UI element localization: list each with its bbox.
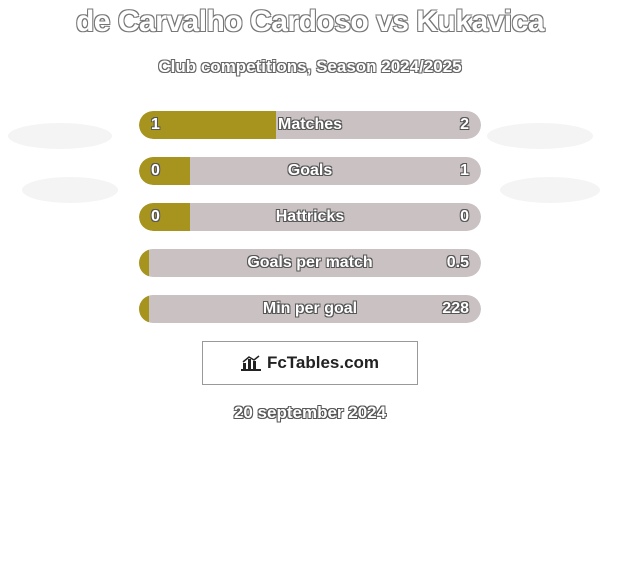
footer-logo-text: FcTables.com — [267, 353, 379, 373]
stat-value-right: 0.5 — [447, 249, 469, 277]
stat-row: Hattricks0 0 — [139, 203, 481, 231]
player-silhouette — [8, 123, 112, 149]
stat-value-right: 228 — [442, 295, 469, 323]
stat-row: Matches1 2 — [139, 111, 481, 139]
page-subtitle: Club competitions, Season 2024/2025 — [0, 57, 620, 77]
stat-label: Matches — [139, 111, 481, 139]
stat-value-left: 1 — [151, 111, 160, 139]
stat-label: Goals — [139, 157, 481, 185]
stat-row: Goals per match0.5 — [139, 249, 481, 277]
page-title: de Carvalho Cardoso vs Kukavica — [0, 0, 620, 39]
stat-label: Goals per match — [139, 249, 481, 277]
stat-value-right: 2 — [460, 111, 469, 139]
stat-row: Min per goal228 — [139, 295, 481, 323]
stat-value-right: 1 — [460, 157, 469, 185]
chart-icon — [241, 355, 261, 371]
player-silhouette — [22, 177, 118, 203]
stat-bars: Matches12Goals01Hattricks00Goals per mat… — [139, 111, 481, 323]
stat-row: Goals0 1 — [139, 157, 481, 185]
stat-value-left: 0 — [151, 157, 160, 185]
stat-value-left: 0 — [151, 203, 160, 231]
footer-date: 20 september 2024 — [0, 403, 620, 423]
player-silhouette — [500, 177, 600, 203]
stat-value-right: 0 — [460, 203, 469, 231]
player-silhouette — [487, 123, 593, 149]
footer-logo: FcTables.com — [202, 341, 418, 385]
stat-label: Hattricks — [139, 203, 481, 231]
comparison-widget: de Carvalho Cardoso vs Kukavica Club com… — [0, 0, 620, 580]
stat-label: Min per goal — [139, 295, 481, 323]
